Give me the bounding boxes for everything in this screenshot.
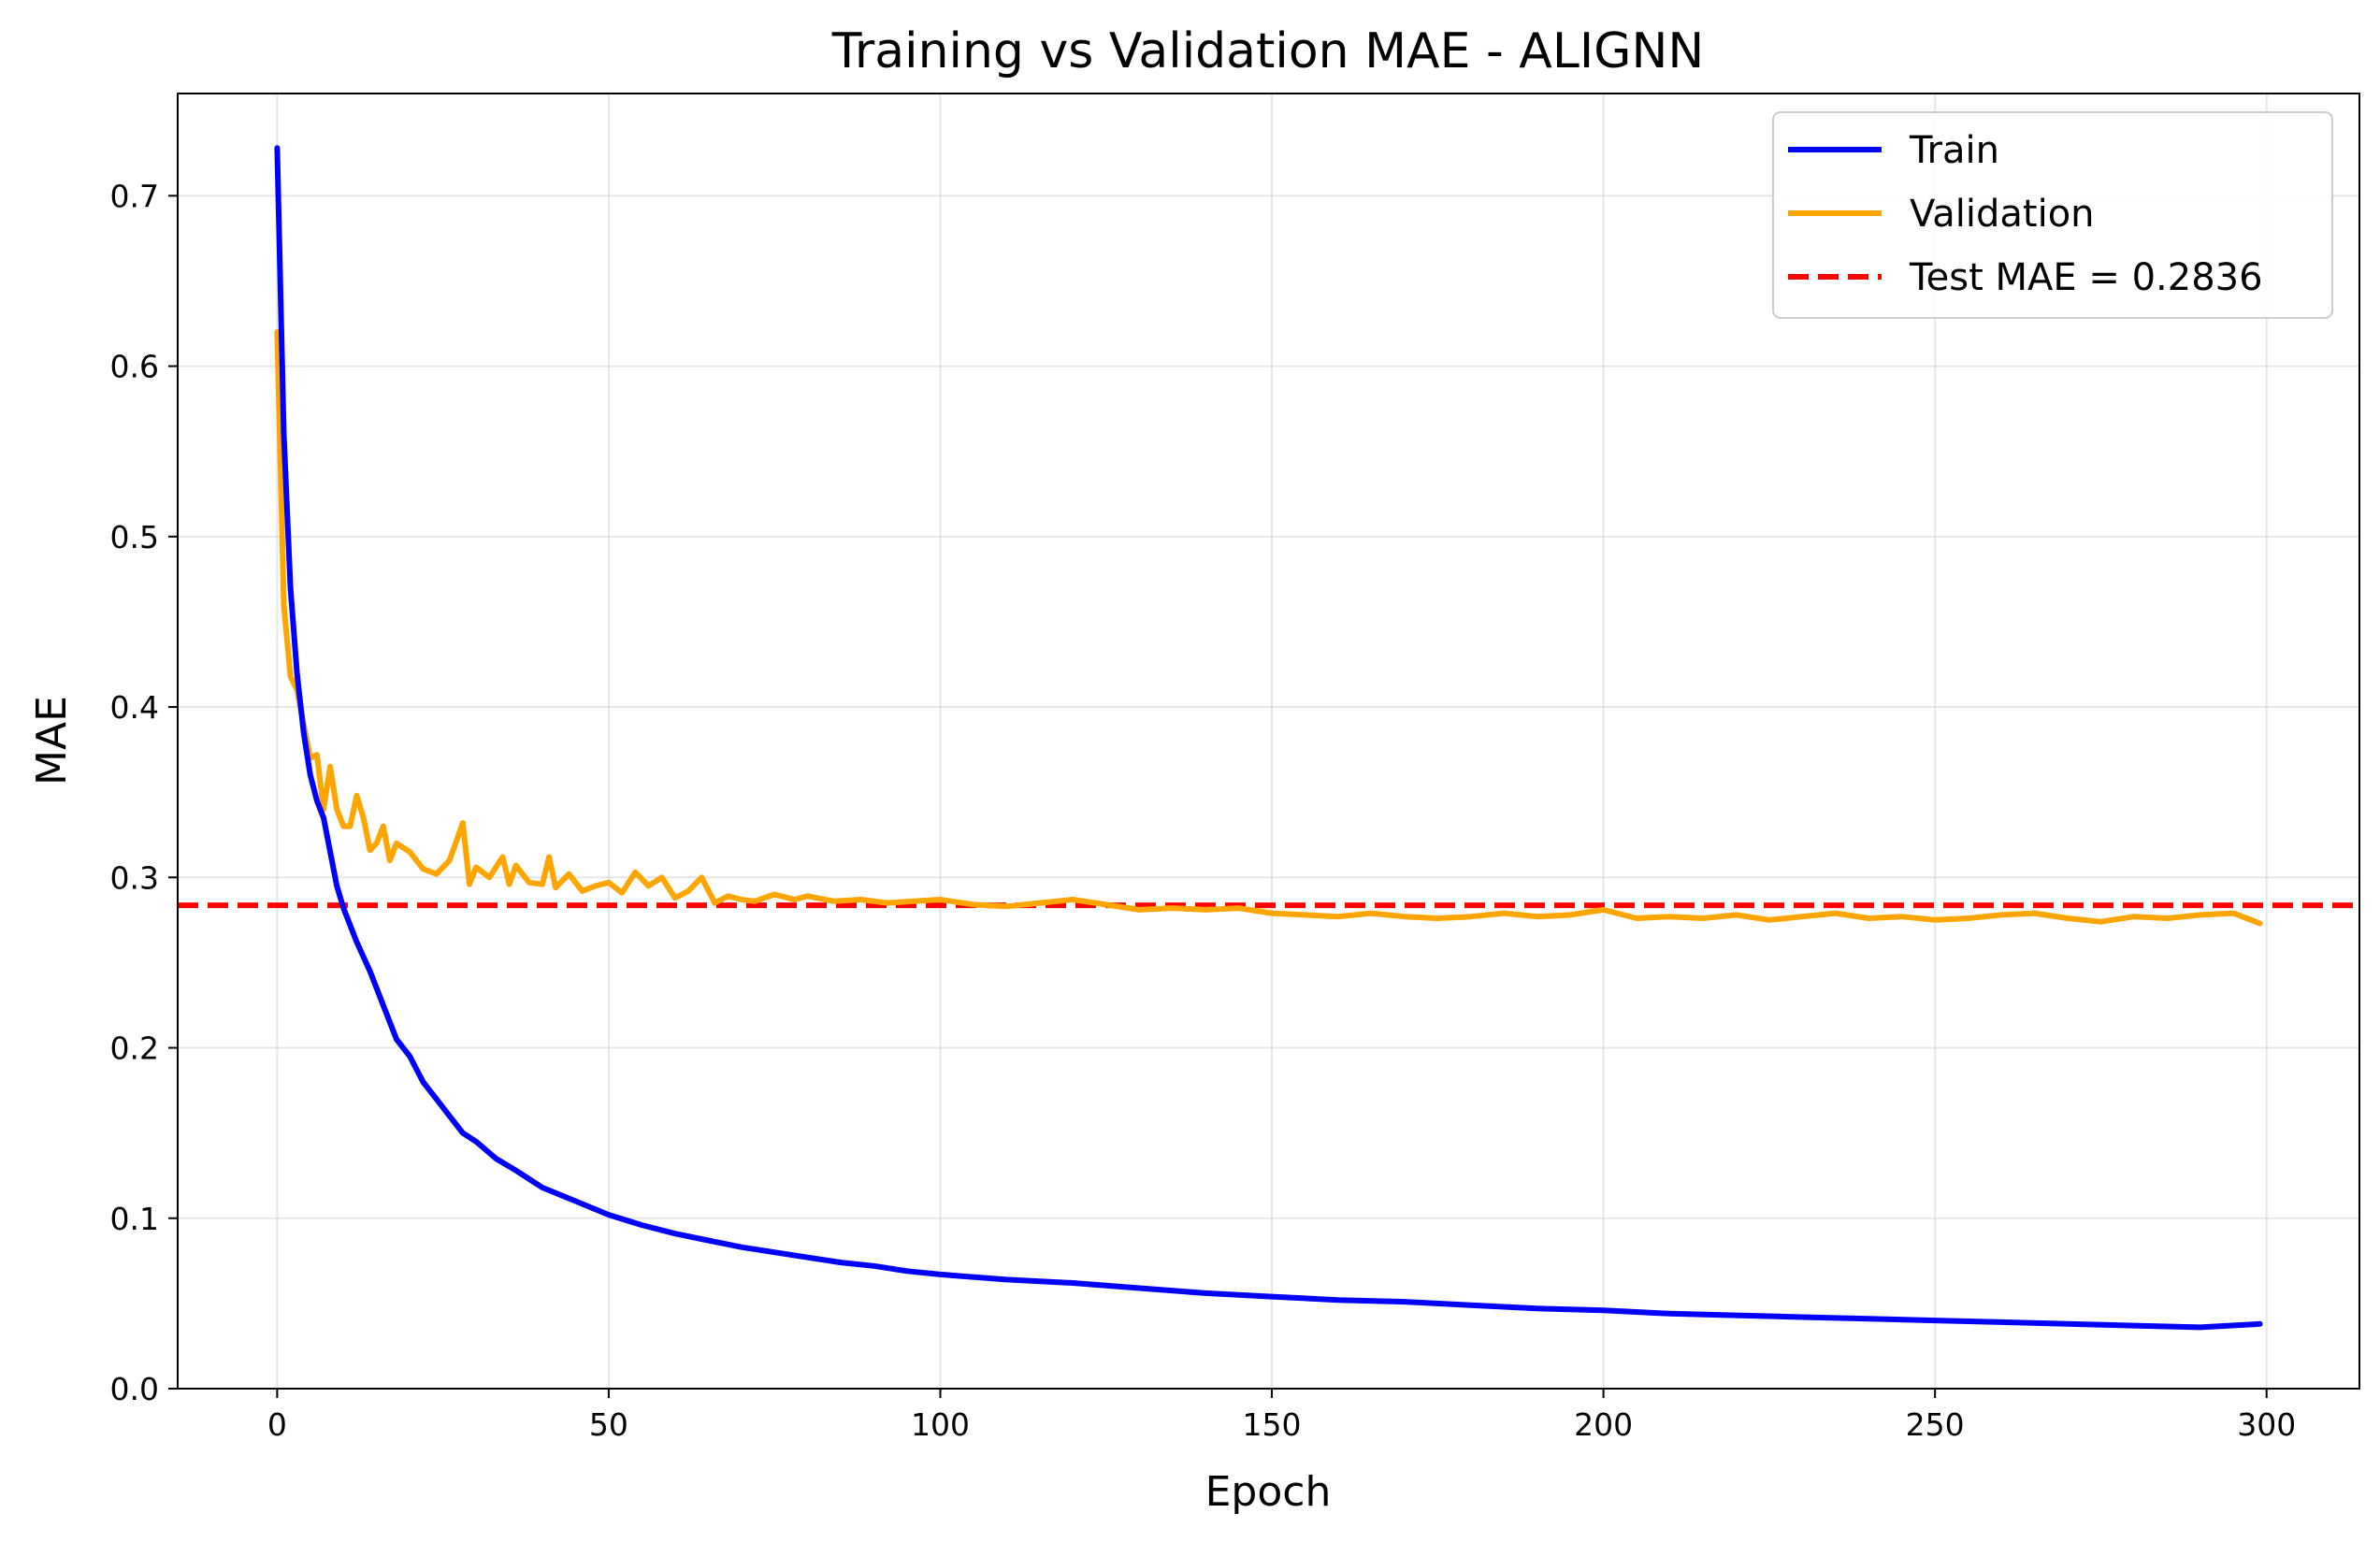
legend-label-train: Train bbox=[1909, 129, 1999, 172]
series-line-train bbox=[274, 145, 2263, 1331]
x-tick-label: 200 bbox=[1574, 1406, 1633, 1443]
x-tick-label: 300 bbox=[2237, 1406, 2296, 1443]
x-tick-label: 50 bbox=[589, 1406, 628, 1443]
y-tick-label: 0.5 bbox=[110, 519, 159, 555]
series-line-validation bbox=[274, 329, 2263, 927]
x-tick-label: 250 bbox=[1906, 1406, 1965, 1443]
plot-frame bbox=[177, 93, 2360, 1390]
y-tick-label: 0.6 bbox=[110, 349, 159, 385]
y-tick-label: 0.3 bbox=[110, 859, 159, 896]
y-tick-label: 0.2 bbox=[110, 1030, 159, 1067]
y-tick-label: 0.7 bbox=[110, 178, 159, 214]
x-tick-label: 150 bbox=[1243, 1406, 1302, 1443]
y-axis-label: MAE bbox=[28, 696, 76, 785]
x-tick-label: 100 bbox=[911, 1406, 970, 1443]
chart-title: Training vs Validation MAE - ALIGNN bbox=[831, 23, 1705, 79]
x-axis-label: Epoch bbox=[1205, 1468, 1332, 1516]
legend-label-validation: Validation bbox=[1910, 193, 2095, 236]
data-series bbox=[274, 145, 2263, 1331]
legend-box bbox=[1772, 111, 2333, 319]
legend-label-test-mae: Test MAE = 0.2836 bbox=[1909, 256, 2263, 299]
x-tick-label: 0 bbox=[267, 1406, 287, 1443]
y-axis-ticks: 0.0 0.1 0.2 0.3 0.4 0.5 0.6 0.7 bbox=[110, 178, 178, 1407]
y-tick-label: 0.4 bbox=[110, 689, 159, 726]
legend: Train Validation Test MAE = 0.2836 bbox=[1772, 111, 2333, 319]
y-tick-label: 0.0 bbox=[110, 1371, 159, 1407]
x-axis-ticks: 0 50 100 150 200 250 300 bbox=[267, 1389, 2296, 1443]
y-tick-label: 0.1 bbox=[110, 1201, 159, 1237]
